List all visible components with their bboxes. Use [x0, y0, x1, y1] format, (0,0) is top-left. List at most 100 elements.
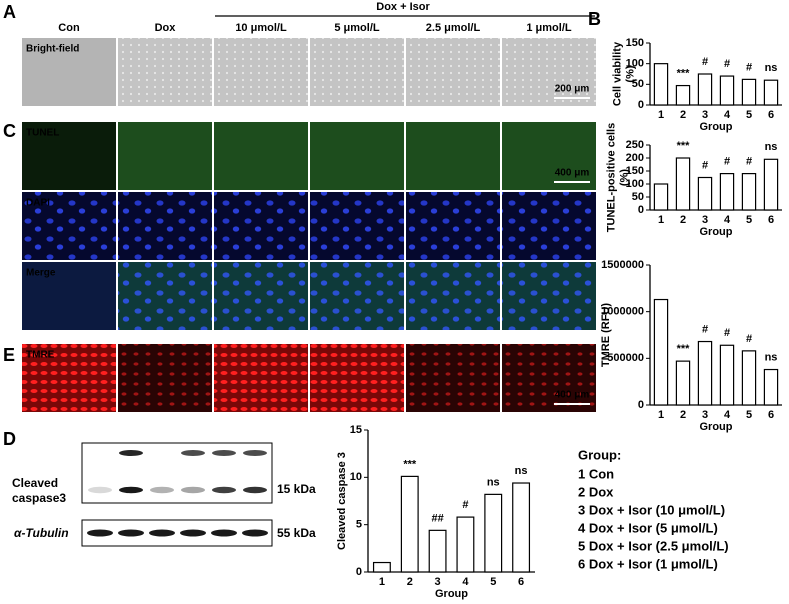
- blot-label: caspase3: [12, 491, 66, 505]
- legend-item: 4 Dox + Isor (5 μmol/L): [578, 520, 718, 535]
- significance-label: #: [724, 58, 730, 70]
- bar: [763, 79, 779, 106]
- x-tick-label: 1: [658, 214, 664, 226]
- blot-frame: [81, 442, 273, 504]
- x-tick-label: 2: [680, 109, 686, 121]
- x-tick-label: 4: [724, 409, 731, 421]
- column-header: 1 μmol/L: [526, 22, 572, 34]
- y-tick-label: 50: [632, 191, 644, 203]
- x-tick-label: 5: [746, 109, 752, 121]
- micrographs: [22, 38, 596, 412]
- bar: [512, 482, 531, 573]
- micrograph: [502, 344, 596, 412]
- significance-label: ns: [765, 141, 778, 153]
- significance-label: ns: [765, 62, 778, 74]
- y-tick-label: 5: [356, 519, 362, 531]
- legend-item: 2 Dox: [578, 484, 614, 499]
- micrograph: [214, 38, 308, 106]
- x-tick-label: 4: [724, 109, 731, 121]
- bar: [719, 173, 735, 211]
- legend-title: Group:: [578, 447, 621, 462]
- band: [243, 486, 267, 494]
- x-axis-label: Group: [700, 421, 733, 433]
- bar: [741, 173, 757, 211]
- x-tick-label: 1: [379, 576, 385, 588]
- bar: [741, 78, 757, 106]
- x-tick-label: 5: [746, 214, 752, 226]
- y-tick-label: 150: [626, 37, 644, 49]
- bar: [675, 157, 691, 211]
- micrograph: [214, 192, 308, 260]
- significance-label: #: [746, 61, 752, 73]
- micrograph: [118, 192, 212, 260]
- bar: [763, 368, 779, 406]
- significance-label: #: [702, 56, 708, 68]
- x-tick-label: 1: [658, 109, 664, 121]
- y-tick-label: 10: [350, 471, 362, 483]
- micrograph: [502, 38, 596, 106]
- micrograph: [310, 344, 404, 412]
- micrograph: [22, 262, 116, 330]
- scale-bar-label: 200 μm: [555, 84, 590, 95]
- significance-label: ns: [515, 465, 528, 477]
- significance-label: ns: [765, 351, 778, 363]
- blot-size: 15 kDa: [277, 482, 316, 496]
- column-header: Con: [58, 22, 80, 34]
- band: [119, 486, 143, 494]
- micrograph: [22, 192, 116, 260]
- x-tick-label: 6: [768, 214, 774, 226]
- scale-bar-label: 400 μm: [555, 390, 590, 401]
- micrograph: [214, 122, 308, 190]
- column-header: 10 μmol/L: [235, 22, 287, 34]
- significance-label: #: [724, 156, 730, 168]
- x-tick-label: 3: [702, 109, 708, 121]
- blot-label: α-Tubulin: [14, 526, 69, 540]
- x-tick-label: 2: [407, 576, 413, 588]
- micrograph: [406, 262, 500, 330]
- significance-label: #: [462, 499, 468, 511]
- x-tick-label: 6: [768, 109, 774, 121]
- micrograph: [310, 192, 404, 260]
- y-axis-label: (%): [624, 65, 636, 82]
- x-tick-label: 3: [435, 576, 441, 588]
- band: [181, 486, 205, 494]
- significance-label: #: [746, 156, 752, 168]
- row-label: TMRE: [26, 350, 55, 361]
- band: [88, 486, 112, 494]
- micrograph: [406, 192, 500, 260]
- bar: [675, 84, 691, 106]
- bar: [719, 75, 735, 106]
- y-tick-label: 100: [626, 178, 644, 190]
- x-tick-label: 3: [702, 214, 708, 226]
- column-header: Dox: [155, 22, 177, 34]
- y-axis-label: Cleaved caspase 3: [336, 452, 348, 550]
- bar: [719, 344, 735, 406]
- micrograph: [22, 344, 116, 412]
- micrograph: [22, 122, 116, 190]
- blot-frame: [81, 519, 273, 547]
- band: [87, 529, 113, 537]
- x-tick-label: 1: [658, 409, 664, 421]
- micrograph: [214, 262, 308, 330]
- micrograph: [502, 192, 596, 260]
- micrograph: [406, 344, 500, 412]
- legend-item: 1 Con: [578, 466, 614, 481]
- y-axis-label: TUNEL-positive cells: [605, 123, 617, 232]
- panel-label: C: [3, 121, 16, 141]
- legend-item: 3 Dox + Isor (10 μmol/L): [578, 502, 725, 517]
- band: [242, 529, 268, 537]
- micrograph: [118, 262, 212, 330]
- y-tick-label: 15: [350, 424, 362, 436]
- panel-label: B: [588, 9, 601, 29]
- significance-label: ns: [487, 476, 500, 488]
- band: [212, 450, 236, 456]
- significance-label: ***: [677, 343, 691, 355]
- significance-label: #: [724, 327, 730, 339]
- significance-label: #: [702, 323, 708, 335]
- band: [119, 450, 143, 456]
- micrograph: [406, 38, 500, 106]
- significance-label: ##: [431, 512, 443, 524]
- blot-size: 55 kDa: [277, 526, 316, 540]
- micrograph: [502, 262, 596, 330]
